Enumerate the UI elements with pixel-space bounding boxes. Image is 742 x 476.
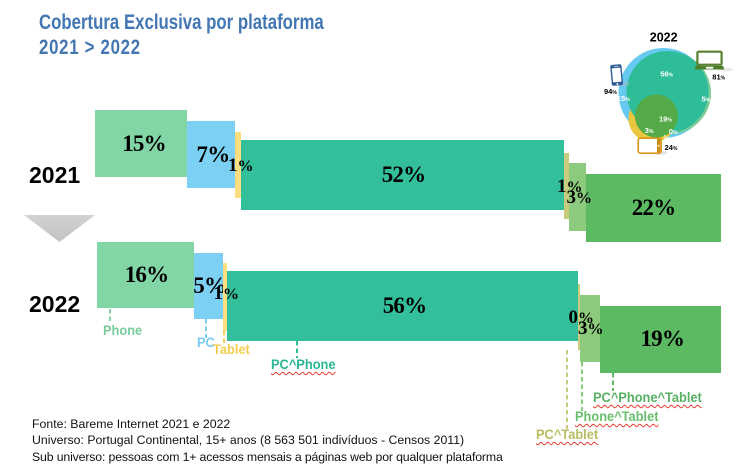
svg-text:19%: 19%	[659, 114, 672, 123]
svg-text:15%: 15%	[617, 94, 630, 103]
svg-text:24%: 24%	[665, 143, 678, 152]
svg-text:0%: 0%	[669, 127, 678, 136]
svg-text:5%: 5%	[702, 95, 711, 104]
svg-text:56%: 56%	[660, 70, 673, 79]
svg-text:81%: 81%	[712, 72, 725, 81]
svg-text:1%: 1%	[664, 135, 671, 141]
svg-text:3%: 3%	[645, 126, 654, 135]
svg-text:2022: 2022	[650, 31, 678, 45]
svg-text:94%: 94%	[604, 87, 617, 96]
